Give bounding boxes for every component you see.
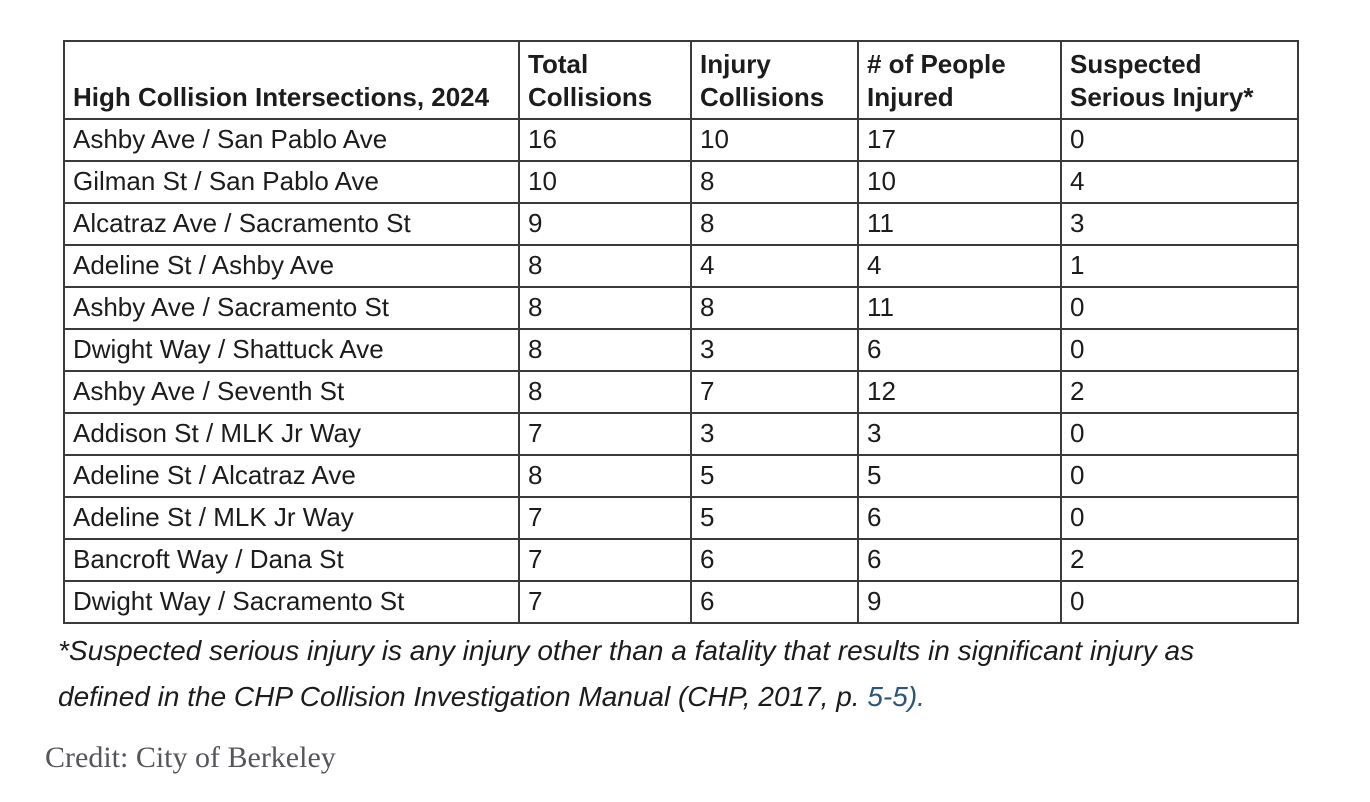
table-row: Adeline St / MLK Jr Way 7 5 6 0 xyxy=(63,496,1299,540)
value-cell: 10 xyxy=(690,118,859,162)
header-injury-collisions: Injury Collisions xyxy=(690,40,859,120)
value-cell: 10 xyxy=(518,160,692,204)
value-cell: 0 xyxy=(1060,454,1299,498)
value-cell: 2 xyxy=(1060,538,1299,582)
value-cell: 11 xyxy=(857,286,1062,330)
intersection-cell: Gilman St / San Pablo Ave xyxy=(63,160,520,204)
footnote-page-link[interactable]: 5-5 xyxy=(867,681,908,712)
value-cell: 0 xyxy=(1060,412,1299,456)
table-row: Dwight Way / Shattuck Ave 8 3 6 0 xyxy=(63,328,1299,372)
intersection-cell: Addison St / MLK Jr Way xyxy=(63,412,520,456)
footnote-line-2-end: ). xyxy=(907,681,925,712)
value-cell: 16 xyxy=(518,118,692,162)
value-cell: 8 xyxy=(518,454,692,498)
table-row: Bancroft Way / Dana St 7 6 6 2 xyxy=(63,538,1299,582)
value-cell: 7 xyxy=(518,580,692,624)
value-cell: 6 xyxy=(857,538,1062,582)
table-header-row: High Collision Intersections, 2024 Total… xyxy=(63,40,1299,120)
table-row: Adeline St / Ashby Ave 8 4 4 1 xyxy=(63,244,1299,288)
footnote: *Suspected serious injury is any injury … xyxy=(58,628,1194,720)
value-cell: 4 xyxy=(1060,160,1299,204)
table-row: Ashby Ave / Seventh St 8 7 12 2 xyxy=(63,370,1299,414)
table-row: Alcatraz Ave / Sacramento St 9 8 11 3 xyxy=(63,202,1299,246)
value-cell: 9 xyxy=(518,202,692,246)
value-cell: 12 xyxy=(857,370,1062,414)
table-row: Dwight Way / Sacramento St 7 6 9 0 xyxy=(63,580,1299,624)
table-row: Ashby Ave / San Pablo Ave 16 10 17 0 xyxy=(63,118,1299,162)
value-cell: 8 xyxy=(690,286,859,330)
footnote-line-2-text: defined in the CHP Collision Investigati… xyxy=(58,681,868,712)
intersection-cell: Ashby Ave / Sacramento St xyxy=(63,286,520,330)
intersection-cell: Ashby Ave / Seventh St xyxy=(63,370,520,414)
value-cell: 8 xyxy=(518,286,692,330)
intersection-cell: Dwight Way / Shattuck Ave xyxy=(63,328,520,372)
footnote-line-2: defined in the CHP Collision Investigati… xyxy=(58,674,1194,720)
value-cell: 3 xyxy=(690,328,859,372)
value-cell: 7 xyxy=(518,538,692,582)
value-cell: 0 xyxy=(1060,496,1299,540)
credit-line: Credit: City of Berkeley xyxy=(45,741,336,774)
value-cell: 8 xyxy=(690,160,859,204)
value-cell: 5 xyxy=(690,496,859,540)
value-cell: 3 xyxy=(1060,202,1299,246)
value-cell: 6 xyxy=(690,538,859,582)
value-cell: 0 xyxy=(1060,328,1299,372)
value-cell: 8 xyxy=(518,370,692,414)
high-collision-table: High Collision Intersections, 2024 Total… xyxy=(63,40,1299,624)
value-cell: 5 xyxy=(857,454,1062,498)
intersection-cell: Ashby Ave / San Pablo Ave xyxy=(63,118,520,162)
value-cell: 9 xyxy=(857,580,1062,624)
value-cell: 4 xyxy=(690,244,859,288)
value-cell: 0 xyxy=(1060,580,1299,624)
value-cell: 7 xyxy=(518,496,692,540)
header-suspected-serious-injury: Suspected Serious Injury* xyxy=(1060,40,1299,120)
intersection-cell: Alcatraz Ave / Sacramento St xyxy=(63,202,520,246)
value-cell: 6 xyxy=(857,328,1062,372)
value-cell: 0 xyxy=(1060,118,1299,162)
header-people-injured: # of People Injured xyxy=(857,40,1062,120)
header-total-collisions: Total Collisions xyxy=(518,40,692,120)
value-cell: 7 xyxy=(690,370,859,414)
value-cell: 1 xyxy=(1060,244,1299,288)
intersection-cell: Adeline St / MLK Jr Way xyxy=(63,496,520,540)
footnote-line-1: *Suspected serious injury is any injury … xyxy=(58,635,1195,666)
value-cell: 3 xyxy=(857,412,1062,456)
value-cell: 3 xyxy=(690,412,859,456)
table-body: Ashby Ave / San Pablo Ave 16 10 17 0 Gilman S… xyxy=(63,118,1299,624)
table-row: Gilman St / San Pablo Ave 10 8 10 4 xyxy=(63,160,1299,204)
intersection-cell: Bancroft Way / Dana St xyxy=(63,538,520,582)
value-cell: 2 xyxy=(1060,370,1299,414)
intersection-cell: Adeline St / Alcatraz Ave xyxy=(63,454,520,498)
table-row: Adeline St / Alcatraz Ave 8 5 5 0 xyxy=(63,454,1299,498)
value-cell: 8 xyxy=(690,202,859,246)
value-cell: 17 xyxy=(857,118,1062,162)
value-cell: 11 xyxy=(857,202,1062,246)
value-cell: 6 xyxy=(690,580,859,624)
intersection-cell: Adeline St / Ashby Ave xyxy=(63,244,520,288)
table-row: Ashby Ave / Sacramento St 8 8 11 0 xyxy=(63,286,1299,330)
value-cell: 4 xyxy=(857,244,1062,288)
header-intersections: High Collision Intersections, 2024 xyxy=(63,40,520,120)
value-cell: 0 xyxy=(1060,286,1299,330)
table-row: Addison St / MLK Jr Way 7 3 3 0 xyxy=(63,412,1299,456)
value-cell: 5 xyxy=(690,454,859,498)
value-cell: 7 xyxy=(518,412,692,456)
intersection-cell: Dwight Way / Sacramento St xyxy=(63,580,520,624)
value-cell: 8 xyxy=(518,328,692,372)
value-cell: 6 xyxy=(857,496,1062,540)
value-cell: 8 xyxy=(518,244,692,288)
value-cell: 10 xyxy=(857,160,1062,204)
